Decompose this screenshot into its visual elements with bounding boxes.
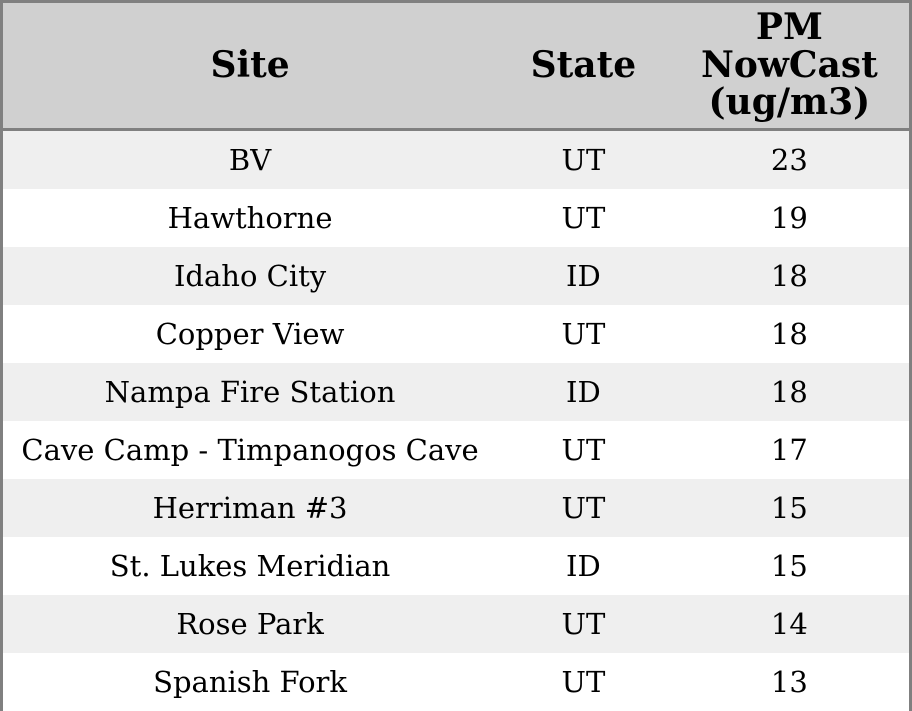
site-cell: Idaho City xyxy=(1,247,498,305)
table-row: Herriman #3 UT 15 xyxy=(1,479,911,537)
table-row: Spanish Fork UT 13 xyxy=(1,653,911,711)
site-cell: St. Lukes Meridian xyxy=(1,537,498,595)
pm-nowcast-cell: 13 xyxy=(669,653,911,711)
col-header-state-label: State xyxy=(530,43,637,86)
site-cell: BV xyxy=(1,129,498,189)
table-header: Site State PM NowCast (ug/m3) xyxy=(1,1,911,131)
site-cell: Hawthorne xyxy=(1,189,498,247)
site-cell: Herriman #3 xyxy=(1,479,498,537)
pm-nowcast-cell: 18 xyxy=(669,247,911,305)
pm-nowcast-cell: 15 xyxy=(669,479,911,537)
state-cell: UT xyxy=(497,421,670,479)
pm-nowcast-cell: 18 xyxy=(669,363,911,421)
table-row: Copper View UT 18 xyxy=(1,305,911,363)
state-cell: UT xyxy=(497,653,670,711)
site-cell: Cave Camp - Timpanogos Cave xyxy=(1,421,498,479)
table-body: BV UT 23 Hawthorne UT 19 Idaho City ID 18 Copper … xyxy=(1,129,911,711)
col-header-site-label: Site xyxy=(210,43,290,86)
pm-nowcast-cell: 14 xyxy=(669,595,911,653)
col-header-site: Site xyxy=(1,1,498,131)
state-cell: UT xyxy=(497,479,670,537)
site-cell: Nampa Fire Station xyxy=(1,363,498,421)
state-cell: ID xyxy=(497,363,670,421)
site-cell: Rose Park xyxy=(1,595,498,653)
pm-nowcast-cell: 18 xyxy=(669,305,911,363)
state-cell: UT xyxy=(497,305,670,363)
col-header-pm-nowcast-label: PM NowCast (ug/m3) xyxy=(700,5,878,124)
pm-nowcast-cell: 23 xyxy=(669,129,911,189)
table-row: Idaho City ID 18 xyxy=(1,247,911,305)
col-header-state: State xyxy=(497,1,670,131)
site-cell: Spanish Fork xyxy=(1,653,498,711)
state-cell: UT xyxy=(497,129,670,189)
table-row: Nampa Fire Station ID 18 xyxy=(1,363,911,421)
table-row: St. Lukes Meridian ID 15 xyxy=(1,537,911,595)
table-row: BV UT 23 xyxy=(1,129,911,189)
pm-nowcast-cell: 19 xyxy=(669,189,911,247)
state-cell: ID xyxy=(497,537,670,595)
state-cell: UT xyxy=(497,189,670,247)
pm-nowcast-cell: 15 xyxy=(669,537,911,595)
header-row: Site State PM NowCast (ug/m3) xyxy=(1,1,911,131)
site-cell: Copper View xyxy=(1,305,498,363)
state-cell: ID xyxy=(497,247,670,305)
table-row: Cave Camp - Timpanogos Cave UT 17 xyxy=(1,421,911,479)
table-row: Hawthorne UT 19 xyxy=(1,189,911,247)
pm-nowcast-cell: 17 xyxy=(669,421,911,479)
table-row: Rose Park UT 14 xyxy=(1,595,911,653)
state-cell: UT xyxy=(497,595,670,653)
col-header-pm-nowcast: PM NowCast (ug/m3) xyxy=(669,1,911,131)
